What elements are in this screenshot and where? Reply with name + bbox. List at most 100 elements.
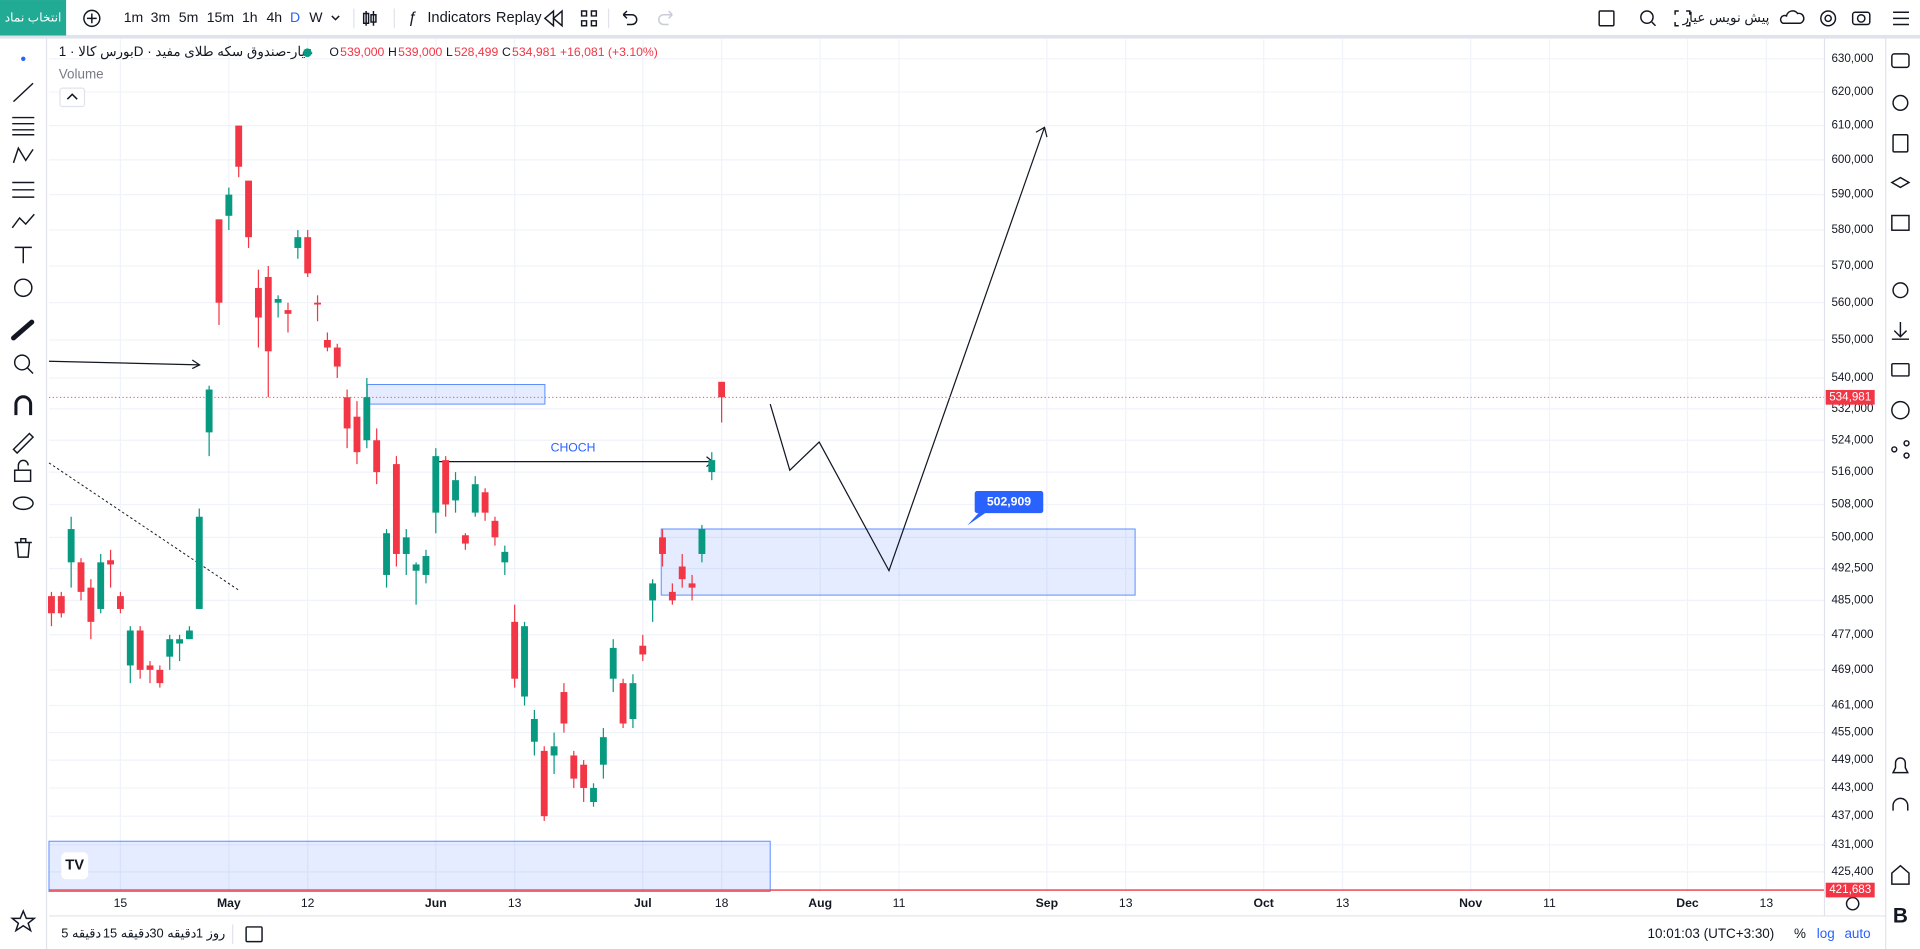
candle-body: [48, 596, 55, 614]
x-tick-label: 13: [1336, 896, 1350, 910]
cursor-tool[interactable]: [21, 56, 26, 61]
settings-icon[interactable]: [1892, 282, 1909, 299]
undo-icon[interactable]: [622, 10, 638, 26]
notes-icon[interactable]: [1892, 133, 1909, 153]
zone-box[interactable]: [48, 840, 771, 892]
choch-label: CHOCH: [551, 440, 596, 454]
ruler-tool[interactable]: [11, 319, 35, 341]
draw-mode-tool[interactable]: [12, 432, 35, 455]
y-tick-label: 532,000: [1831, 402, 1874, 415]
visibility-tool[interactable]: [12, 496, 34, 511]
zone-box[interactable]: [366, 384, 546, 405]
projection-path[interactable]: [769, 127, 1046, 573]
emoji-tool[interactable]: [13, 278, 33, 298]
date-range-icon[interactable]: [245, 926, 263, 943]
home-icon[interactable]: [1891, 864, 1910, 885]
fullscreen-icon[interactable]: [1598, 10, 1615, 27]
cloud-icon[interactable]: [1779, 10, 1805, 25]
watchlist-star[interactable]: [10, 909, 37, 933]
zone-box[interactable]: [660, 528, 1136, 596]
interval-button[interactable]: 5m: [179, 9, 199, 25]
collapse-button[interactable]: [59, 87, 86, 108]
fib-tool[interactable]: [12, 116, 35, 136]
card-icon[interactable]: [1891, 362, 1910, 377]
interval-button[interactable]: 3m: [151, 9, 171, 25]
price-marker: [1825, 389, 1875, 405]
replay-icon[interactable]: [543, 9, 563, 28]
search-icon[interactable]: [1640, 10, 1654, 25]
layers-icon[interactable]: [1890, 176, 1911, 189]
watchlist-icon[interactable]: [1891, 53, 1910, 69]
y-tick-label: 443,000: [1831, 781, 1874, 794]
candle-body: [294, 237, 302, 248]
symbol-button[interactable]: [0, 0, 67, 36]
interval-button[interactable]: 1h: [242, 9, 258, 25]
camera-icon[interactable]: [1851, 11, 1871, 26]
candle-body: [117, 596, 124, 609]
candle-body: [215, 219, 223, 303]
chart-type-icon[interactable]: [362, 11, 377, 26]
delete-tool[interactable]: [14, 538, 32, 558]
interval-button[interactable]: D: [290, 9, 300, 25]
x-tick-label: Jul: [634, 896, 652, 910]
range-button[interactable]: 30 دقیقه: [149, 926, 196, 941]
settings-icon[interactable]: [1845, 896, 1860, 911]
range-button[interactable]: 1 روز: [196, 926, 225, 942]
lock-tool[interactable]: [13, 469, 32, 482]
x-tick-label: 18: [715, 896, 729, 910]
add-symbol-icon[interactable]: [83, 9, 101, 28]
interval-button[interactable]: W: [309, 9, 323, 25]
candle-body: [87, 587, 95, 622]
interval-button[interactable]: 15m: [207, 9, 234, 25]
y-tick-label: 570,000: [1831, 259, 1874, 272]
trend-line[interactable]: [48, 462, 240, 591]
candle-body: [540, 750, 548, 817]
indicators-button[interactable]: Indicators: [427, 10, 491, 26]
range-button[interactable]: 5 دقیقه: [61, 926, 101, 941]
replay-button[interactable]: Replay: [496, 10, 542, 26]
candle-body: [530, 718, 538, 742]
text-tool[interactable]: [14, 246, 32, 264]
candle-body: [412, 564, 420, 571]
candle-body: [668, 591, 676, 601]
interval-button[interactable]: 1m: [124, 9, 144, 25]
range-button[interactable]: 15 دقیقه: [103, 926, 150, 941]
share-icon[interactable]: [1891, 446, 1898, 453]
menu-icon[interactable]: [1893, 11, 1909, 26]
trendline-tool[interactable]: [12, 82, 34, 103]
symbol-button-label[interactable]: انتخاب نماد: [5, 11, 62, 25]
plot: 502,909: [48, 125, 1825, 891]
layout-icon[interactable]: [580, 10, 598, 27]
percent-toggle[interactable]: %: [1794, 926, 1806, 941]
zoom-tool[interactable]: [13, 354, 31, 371]
fx-icon[interactable]: ƒ: [408, 10, 417, 27]
pattern-tool[interactable]: [12, 146, 34, 164]
expand-icon[interactable]: [1674, 10, 1691, 27]
download-icon[interactable]: [1891, 322, 1909, 340]
support-icon[interactable]: [1892, 797, 1909, 811]
candle-body: [225, 194, 233, 216]
tv-logo: TV: [65, 858, 84, 874]
projection-tool[interactable]: [12, 181, 35, 198]
candle-body: [107, 560, 115, 565]
alerts-icon[interactable]: [1892, 94, 1909, 111]
profile-icon[interactable]: [1891, 400, 1910, 420]
settings-icon[interactable]: [1820, 10, 1837, 27]
chevron-icon[interactable]: [331, 15, 340, 21]
brush-tool[interactable]: [11, 213, 35, 229]
trend-line[interactable]: [48, 360, 200, 366]
y-tick-label: 630,000: [1831, 52, 1874, 65]
y-tick-label: 477,000: [1831, 628, 1874, 641]
x-tick-label: May: [217, 896, 241, 910]
redo-icon[interactable]: [658, 10, 673, 26]
brand-icon[interactable]: B: [1893, 905, 1908, 928]
notifications-icon[interactable]: [1891, 757, 1909, 774]
log-toggle[interactable]: log: [1817, 926, 1835, 941]
account-name[interactable]: پیش نویس عیار: [1682, 10, 1770, 26]
y-tick-label: 580,000: [1831, 223, 1874, 236]
interval-button[interactable]: 4h: [266, 9, 282, 25]
candle-body: [649, 583, 657, 601]
magnet-tool[interactable]: [14, 395, 33, 416]
auto-toggle[interactable]: auto: [1844, 926, 1870, 941]
news-icon[interactable]: [1891, 214, 1910, 231]
